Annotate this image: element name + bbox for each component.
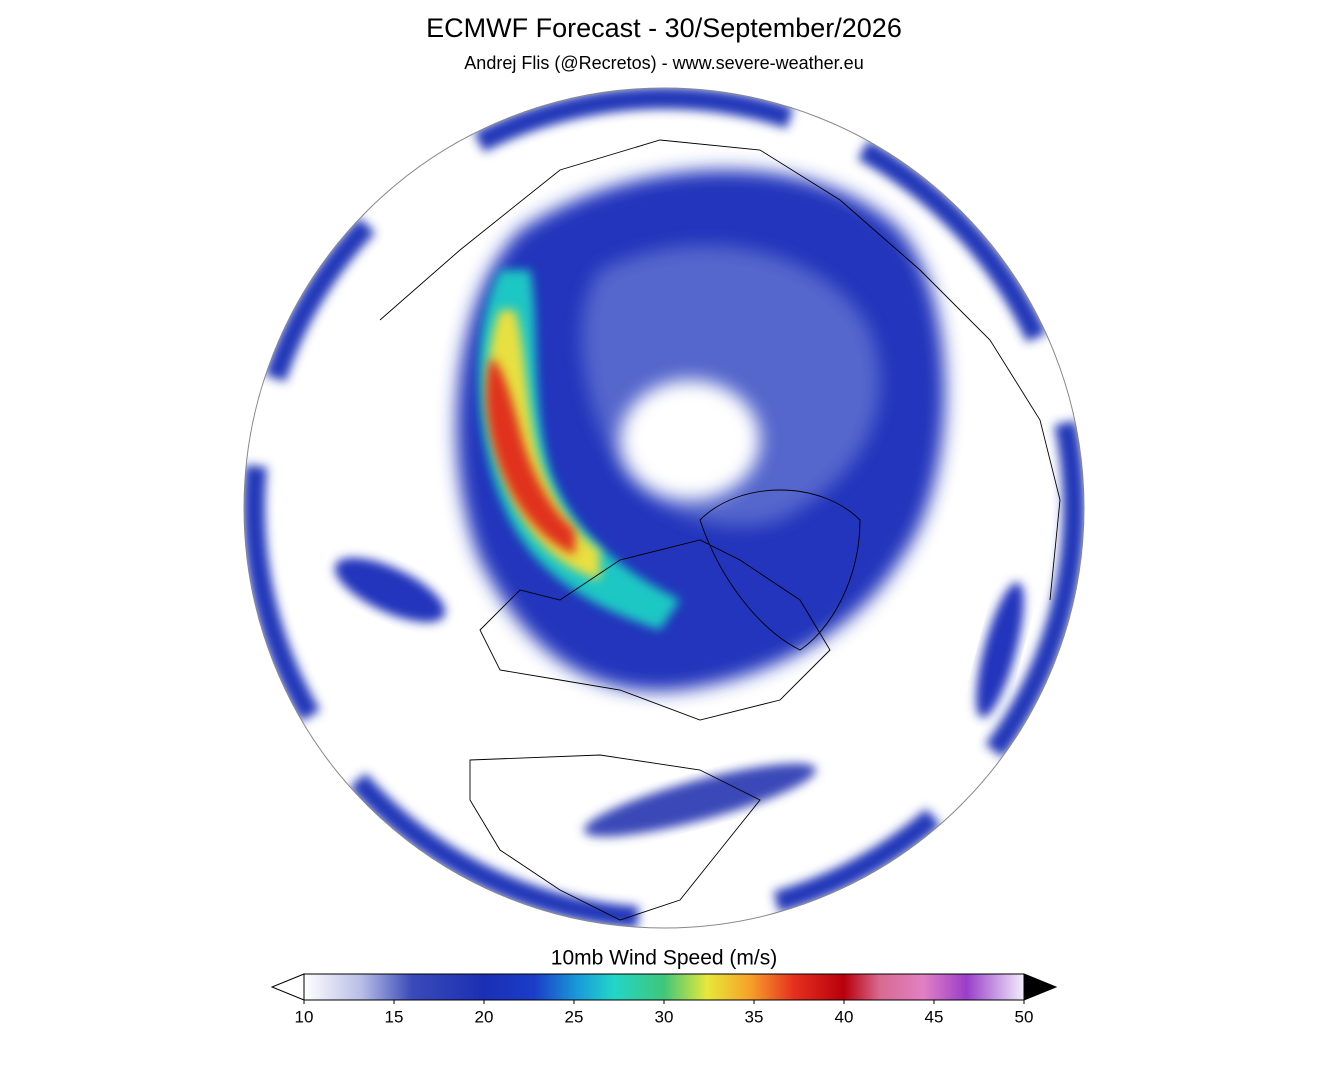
colorbar-under-arrow <box>270 973 305 1001</box>
colorbar-label: 10mb Wind Speed (m/s) <box>551 947 777 970</box>
colorbar-tick-label: 15 <box>385 1007 404 1026</box>
title: ECMWF Forecast - 30/September/2026 <box>426 13 902 43</box>
globe <box>243 87 1085 929</box>
colorbar-tick-label: 35 <box>745 1007 764 1026</box>
colorbar-tick-label: 25 <box>565 1007 584 1026</box>
colorbar-over-arrow <box>1023 973 1058 1001</box>
colorbar-scale <box>303 973 1025 1001</box>
colorbar-tick-label: 10 <box>295 1007 314 1026</box>
subtitle: Andrej Flis (@Recretos) - www.severe-wea… <box>464 53 863 73</box>
colorbar-tick-label: 30 <box>655 1007 674 1026</box>
colorbar-tick-label: 20 <box>475 1007 494 1026</box>
colorbar-tick-label: 45 <box>925 1007 944 1026</box>
colorbar-tick-label: 50 <box>1015 1007 1034 1026</box>
colorbar: 10mb Wind Speed (m/s) 10 15 20 25 30 35 40 45 50 <box>270 947 1058 1026</box>
colorbar-tick-label: 40 <box>835 1007 854 1026</box>
